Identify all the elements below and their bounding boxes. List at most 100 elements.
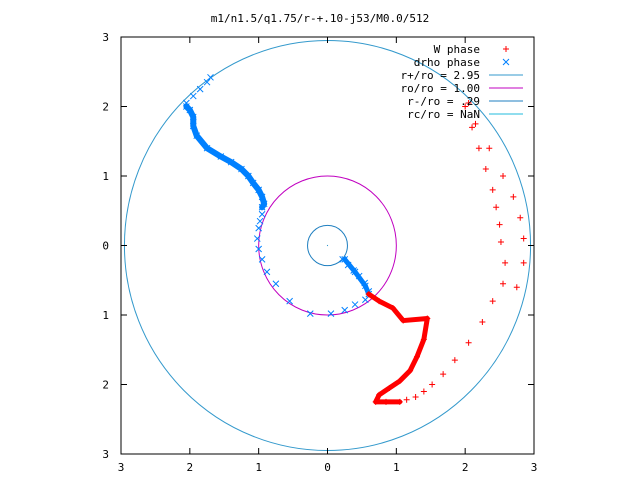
legend-label: ro/ro = 1.00 — [401, 82, 480, 95]
x-tick-label: 1 — [255, 461, 262, 474]
dense-trace-upper — [183, 103, 268, 211]
plus-point — [429, 381, 436, 388]
plus-point — [412, 394, 419, 401]
x-point — [344, 261, 352, 269]
x-point — [502, 58, 510, 66]
x-tick-label: 2 — [187, 461, 194, 474]
x-point — [351, 268, 359, 276]
x-point — [217, 153, 225, 160]
plus-point — [502, 259, 509, 266]
plus-point — [489, 186, 496, 193]
plus-point — [365, 291, 372, 298]
circle-roro — [258, 175, 397, 316]
plus-point — [396, 398, 403, 405]
x-point — [341, 306, 349, 314]
plus-point — [420, 388, 427, 395]
legend-label: r+/ro = 2.95 — [401, 69, 480, 82]
x-point — [286, 297, 293, 305]
x-point — [258, 193, 266, 201]
plus-point — [513, 284, 520, 291]
plus-point — [386, 384, 393, 391]
plus-point — [486, 145, 493, 152]
x-tick-label: 3 — [531, 461, 538, 474]
circle-rro — [307, 224, 348, 267]
plus-point — [389, 305, 396, 312]
plus-point — [465, 339, 472, 346]
x-tick-label: 1 — [393, 461, 400, 474]
plus-point — [462, 103, 469, 110]
plus-point — [482, 166, 489, 173]
legend-label: r-/ro = .29 — [407, 95, 480, 108]
y-tick-label: 2 — [102, 101, 109, 114]
plus-point — [520, 235, 527, 242]
plus-point — [489, 298, 496, 305]
x-point — [183, 99, 190, 107]
x-point — [203, 144, 211, 152]
plus-point — [403, 396, 410, 403]
x-point — [227, 158, 235, 166]
plus-point — [407, 367, 414, 374]
series-drho-phase — [183, 73, 373, 317]
x-point — [255, 186, 263, 194]
x-point — [249, 179, 257, 187]
center-dot — [326, 244, 329, 247]
plus-point — [413, 353, 420, 360]
plus-point — [496, 221, 503, 228]
x-point — [189, 113, 197, 121]
x-point — [362, 296, 369, 304]
x-point — [189, 92, 197, 100]
x-point — [255, 245, 263, 253]
y-tick-label: 3 — [102, 448, 109, 461]
x-tick-label: 3 — [118, 461, 125, 474]
x-point — [263, 268, 271, 276]
plus-point — [479, 318, 486, 325]
legend-label: drho phase — [414, 56, 480, 69]
x-point — [341, 256, 349, 263]
x-point — [203, 78, 211, 86]
plus-point — [424, 315, 431, 322]
x-point — [258, 210, 266, 218]
x-point — [207, 73, 214, 81]
plus-point — [420, 336, 427, 343]
x-tick-label: 2 — [462, 461, 469, 474]
plus-point — [400, 317, 407, 324]
x-point — [256, 217, 264, 225]
plus-point — [440, 371, 447, 378]
plus-point — [451, 357, 458, 364]
plus-point — [383, 398, 390, 405]
x-point — [260, 200, 268, 208]
x-point — [253, 235, 261, 242]
x-point — [306, 310, 314, 317]
plus-point — [500, 280, 507, 287]
plus-point — [520, 259, 527, 266]
y-tick-label: 3 — [102, 31, 109, 44]
dense-trace — [366, 291, 430, 405]
x-point — [339, 256, 346, 263]
plus-point — [510, 193, 517, 200]
plus-point — [497, 239, 504, 246]
y-tick-label: 2 — [102, 379, 109, 392]
x-point — [258, 203, 266, 211]
y-tick-label: 0 — [102, 240, 109, 253]
plus-point — [376, 298, 383, 305]
x-point — [189, 122, 197, 130]
plus-point — [472, 120, 479, 127]
x-point — [258, 256, 266, 263]
x-point — [238, 165, 245, 173]
plus-point — [372, 398, 379, 405]
x-point — [351, 301, 359, 308]
x-point — [327, 310, 335, 317]
plus-point — [503, 46, 509, 52]
x-point — [362, 282, 369, 290]
x-point — [196, 85, 204, 93]
plus-point — [517, 214, 524, 221]
plus-point — [376, 391, 383, 398]
chart-title: m1/n1.5/q1.75/r-+.10-j53/M0.0/512 — [211, 12, 430, 25]
x-tick-label: 0 — [324, 461, 331, 474]
x-point — [193, 132, 201, 140]
y-tick-label: 1 — [102, 309, 109, 322]
x-point — [255, 224, 263, 232]
